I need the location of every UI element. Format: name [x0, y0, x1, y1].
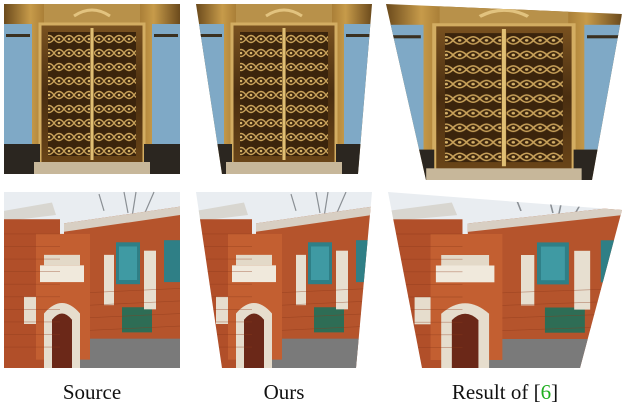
- caption-ours: Ours: [263, 380, 305, 404]
- building-ours-image: [196, 192, 372, 368]
- caption-source: Source: [62, 380, 122, 404]
- caption-result-suffix: ]: [551, 380, 559, 404]
- building-source-image: [3, 191, 181, 369]
- citation-link[interactable]: 6: [540, 380, 552, 404]
- building-result6-image: [388, 192, 622, 368]
- door-source-image: [2, 2, 182, 176]
- door-result6-image: [386, 4, 622, 182]
- door-ours-image: [196, 4, 372, 174]
- caption-result: Result of [6]: [388, 380, 622, 405]
- caption-result-prefix: Result of [: [451, 380, 541, 404]
